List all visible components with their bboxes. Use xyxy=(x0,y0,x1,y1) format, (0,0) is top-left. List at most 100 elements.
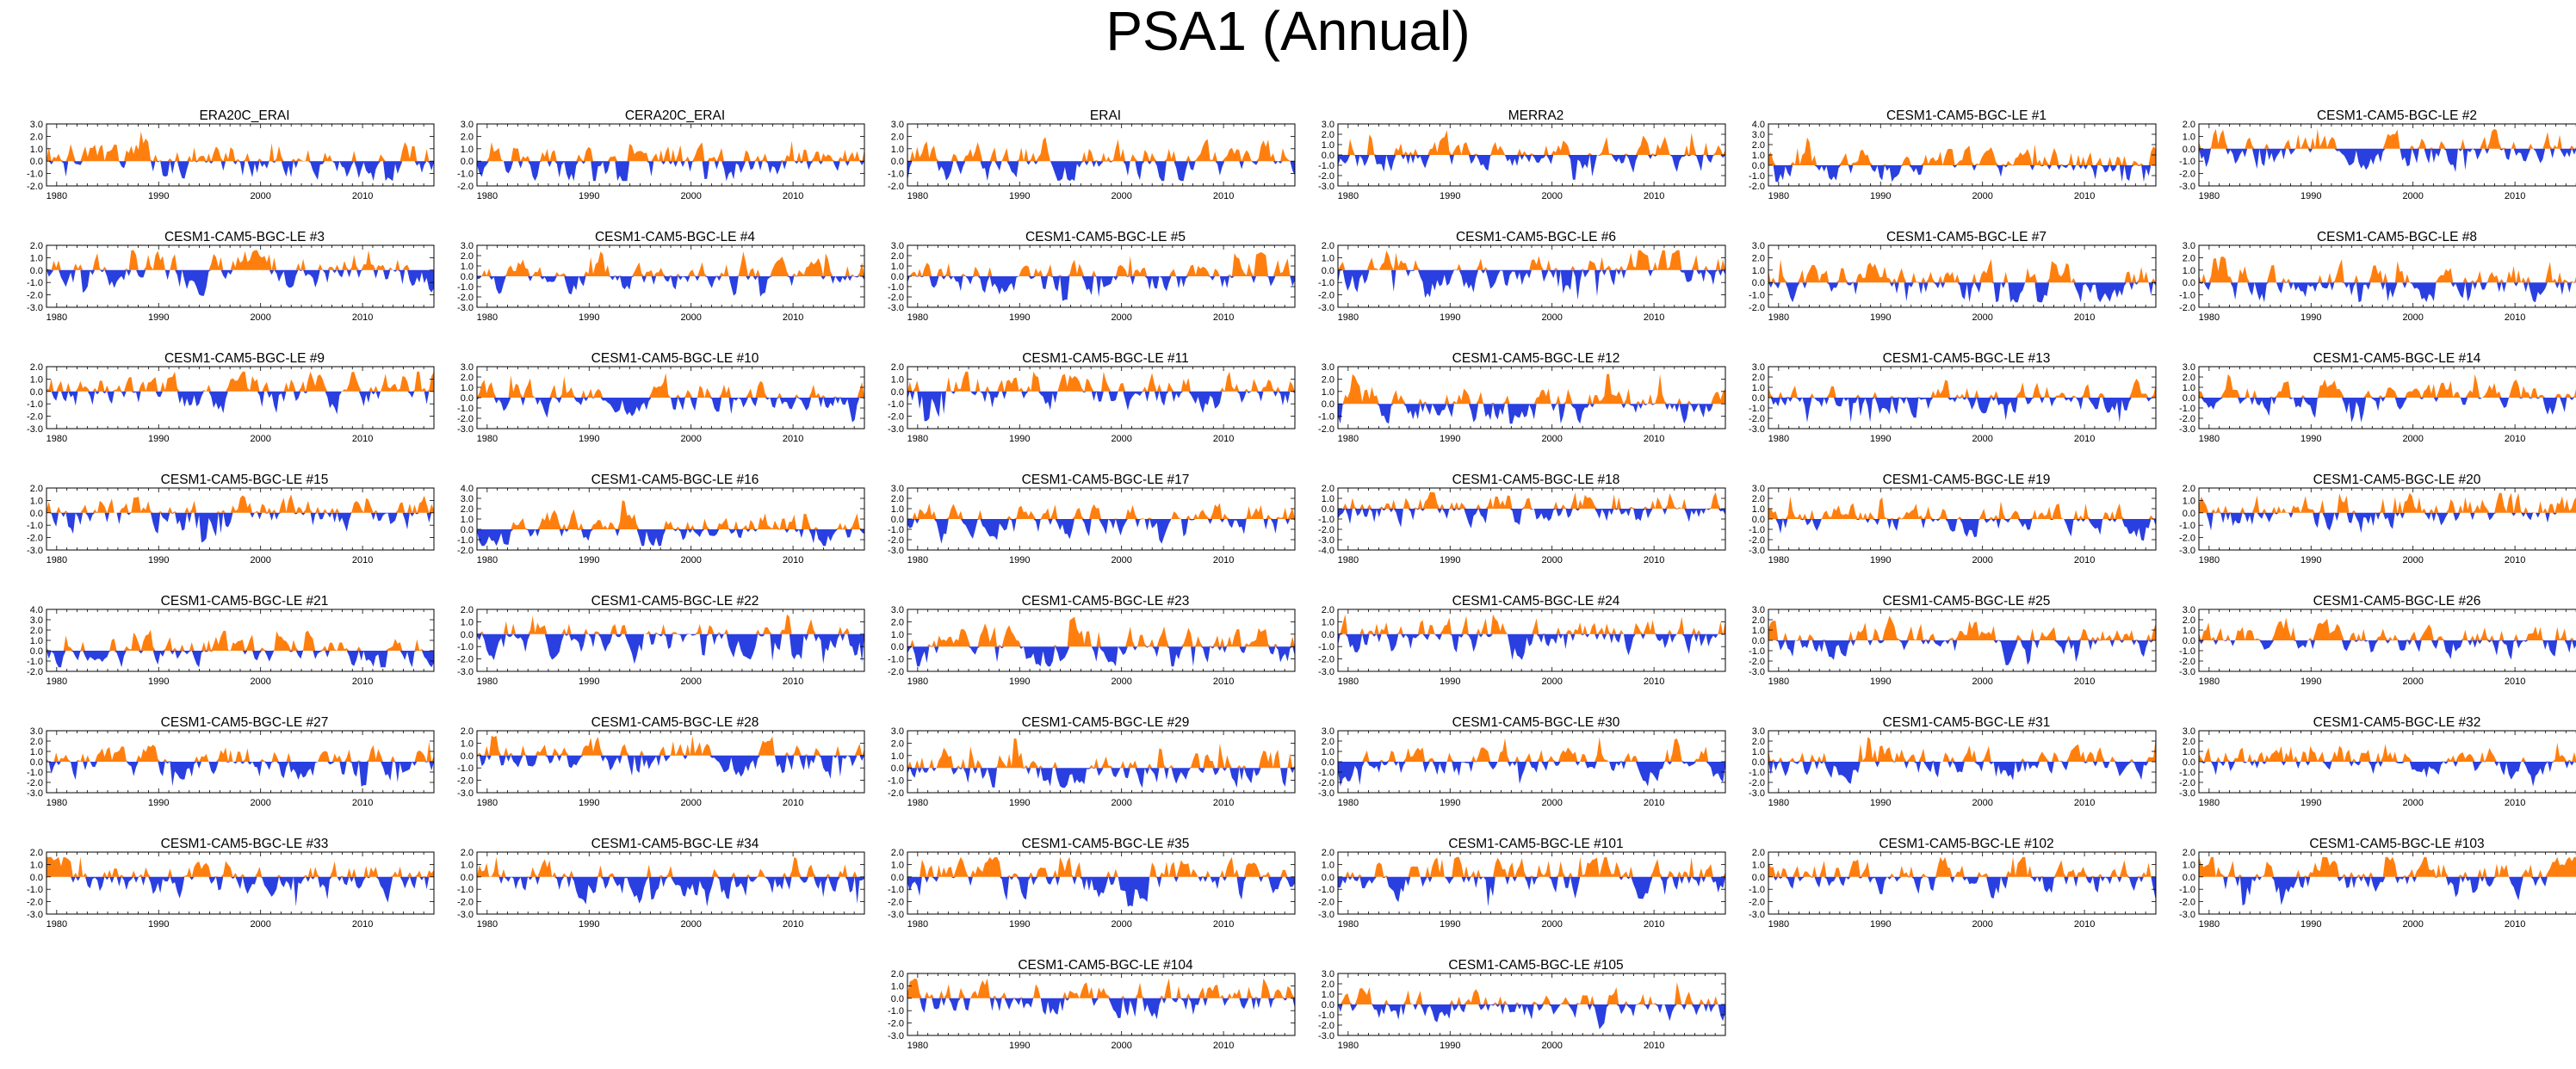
positive-area xyxy=(907,856,1295,877)
y-tick-label: 1.0 xyxy=(891,630,904,640)
positive-area xyxy=(1768,137,2156,165)
x-tick-label: 1980 xyxy=(2199,191,2220,201)
panel-5: CESM1-CAM5-BGC-LE #1 4.0 3.0 2.0 1.0 0.0 -1.0-… xyxy=(1732,108,2164,205)
panel-title: CESM1-CAM5-BGC-LE #3 xyxy=(164,230,325,244)
y-tick-label: -2.0 xyxy=(1749,303,1765,313)
panel-14: CESM1-CAM5-BGC-LE #10 3.0 2.0 1.0 0.0 -1.0 -2.… xyxy=(441,351,873,448)
x-tick-label: 2000 xyxy=(2402,919,2423,930)
panel-33: CESM1-CAM5-BGC-LE #29 3.0 2.0 1.0 0.0 -1.0 -2.… xyxy=(871,715,1303,812)
y-tick-label: -3.0 xyxy=(1749,788,1765,799)
y-tick-label: 0.0 xyxy=(461,272,474,282)
x-tick-label: 2010 xyxy=(783,555,803,565)
plot-frame xyxy=(46,487,435,551)
y-tick-label: 1.0 xyxy=(1752,504,1765,515)
y-tick-label: -2.0 xyxy=(27,291,43,301)
y-tick-label: 1.0 xyxy=(1322,860,1334,870)
panel-title: CESM1-CAM5-BGC-LE #30 xyxy=(1452,715,1620,730)
panel-16: CESM1-CAM5-BGC-LE #12 3.0 2.0 1.0 0.0 -1.0 -2.… xyxy=(1302,351,1734,448)
y-tick-label: -1.0 xyxy=(27,885,43,895)
x-tick-label: 2010 xyxy=(1213,434,1234,444)
y-tick-label: -3.0 xyxy=(1318,535,1334,546)
panel-18: CESM1-CAM5-BGC-LE #14 3.0 2.0 1.0 0.0 -1.0 -2.… xyxy=(2163,351,2576,448)
y-tick-label: 1.0 xyxy=(1322,747,1334,757)
panel-8: CESM1-CAM5-BGC-LE #4 3.0 2.0 1.0 0.0 -1.0 -2.0… xyxy=(441,230,873,326)
y-tick-label: 1.0 xyxy=(2183,860,2195,870)
panel-title: CESM1-CAM5-BGC-LE #4 xyxy=(594,230,756,244)
x-tick-label: 1990 xyxy=(148,434,169,444)
x-tick-label: 2010 xyxy=(1213,1041,1234,1051)
panel-title: CESM1-CAM5-BGC-LE #10 xyxy=(591,351,759,366)
y-tick-label: 3.0 xyxy=(2183,605,2195,615)
panel-title: CESM1-CAM5-BGC-LE #105 xyxy=(1448,958,1624,973)
positive-area xyxy=(477,500,864,529)
y-tick-label: 2.0 xyxy=(1752,737,1765,747)
y-tick-label: 2.0 xyxy=(891,251,904,262)
panel-title: CESM1-CAM5-BGC-LE #14 xyxy=(2313,351,2481,366)
y-tick-label: 1.0 xyxy=(461,515,474,525)
y-tick-label: 0.0 xyxy=(891,157,904,167)
negative-area xyxy=(1338,633,1725,660)
y-tick-label: 0.0 xyxy=(461,525,474,535)
positive-area xyxy=(46,250,434,270)
x-tick-label: 2010 xyxy=(2074,434,2095,444)
x-tick-label: 2000 xyxy=(1111,919,1131,930)
positive-area xyxy=(1338,737,1725,762)
y-tick-label: 0.0 xyxy=(2183,757,2195,768)
y-tick-label: -3.0 xyxy=(888,303,904,313)
y-tick-label: 1.0 xyxy=(30,636,43,646)
y-tick-label: -1.0 xyxy=(2179,768,2195,778)
x-tick-label: 2000 xyxy=(2402,434,2423,444)
y-tick-label: 0.0 xyxy=(2183,393,2195,404)
y-tick-label: -1.0 xyxy=(888,885,904,895)
x-tick-label: 1990 xyxy=(1440,312,1460,323)
y-tick-label: 2.0 xyxy=(891,738,904,749)
panel-chart: 3.02.01.00.0-1.0-2.0-3.0 1980 1990 2000 2010 xyxy=(2179,726,2576,808)
x-tick-label: 2000 xyxy=(1111,312,1131,323)
x-tick-label: 1980 xyxy=(907,677,928,687)
x-tick-label: 2010 xyxy=(1644,677,1664,687)
y-tick-label: -2.0 xyxy=(1318,291,1334,301)
y-tick-label: -1.0 xyxy=(27,521,43,531)
x-tick-label: 1990 xyxy=(148,919,169,930)
panel-title: CERA20C_ERAI xyxy=(624,108,726,123)
x-tick-label: 2000 xyxy=(250,434,270,444)
negative-area xyxy=(46,512,434,543)
x-tick-label: 1990 xyxy=(1009,677,1030,687)
y-tick-label: -1.0 xyxy=(2179,885,2195,895)
y-tick-label: -3.0 xyxy=(1318,303,1334,313)
plot-frame xyxy=(476,851,865,915)
negative-area xyxy=(907,876,1295,907)
y-tick-label: -2.0 xyxy=(888,667,904,677)
x-tick-label: 2000 xyxy=(1541,1041,1562,1051)
x-tick-label: 2010 xyxy=(783,191,803,201)
x-tick-label: 1990 xyxy=(148,677,169,687)
x-tick-label: 2010 xyxy=(1644,191,1664,201)
y-tick-label: 1.0 xyxy=(1752,860,1765,870)
negative-area xyxy=(46,391,434,415)
panel-title: CESM1-CAM5-BGC-LE #33 xyxy=(160,837,329,851)
y-tick-label: -2.0 xyxy=(457,776,474,787)
x-tick-label: 1980 xyxy=(46,555,67,565)
y-tick-label: 1.0 xyxy=(30,374,43,385)
panel-chart: 3.02.01.00.0-1.0-2.0-3.0 1980 1990 2000 2010 xyxy=(2179,605,2576,687)
x-tick-label: 2010 xyxy=(352,434,373,444)
x-tick-label: 1990 xyxy=(1009,1041,1030,1051)
panel-38: CESM1-CAM5-BGC-LE #34 2.0 1.0 0.0 -1.0 -2.0 -3… xyxy=(441,837,873,933)
negative-area xyxy=(1338,509,1725,528)
x-tick-label: 2010 xyxy=(783,434,803,444)
negative-area xyxy=(1768,165,2156,182)
y-tick-label: -3.0 xyxy=(1318,1031,1334,1041)
x-tick-label: 1980 xyxy=(907,1041,928,1051)
x-tick-label: 2010 xyxy=(1213,677,1234,687)
x-tick-label: 2000 xyxy=(250,191,270,201)
negative-area xyxy=(1338,404,1725,424)
y-tick-label: 2.0 xyxy=(1752,140,1765,151)
x-tick-label: 1990 xyxy=(2300,919,2321,930)
positive-area xyxy=(1768,615,2156,640)
positive-area xyxy=(907,978,1295,998)
